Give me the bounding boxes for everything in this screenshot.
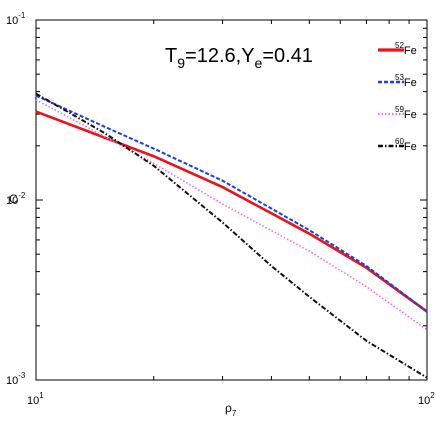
x-tick-label: 102 <box>418 391 435 407</box>
y-axis-label: C <box>9 192 18 206</box>
series-line-59Fe <box>35 99 428 331</box>
ticks-layer: 101 102 10-3 10-2 10-1 <box>6 11 435 407</box>
x-axis-label: ρ7 <box>225 401 237 418</box>
series-line-60Fe <box>35 92 428 379</box>
y-tick-label: 10-3 <box>6 371 26 387</box>
legend-label-52Fe: 52Fe <box>395 41 417 57</box>
legend-label-60Fe: 60Fe <box>395 137 417 153</box>
series-layer <box>35 92 428 379</box>
x-tick-label: 101 <box>27 391 44 407</box>
annotation: T9=12.6,Ye=0.41 <box>165 45 313 71</box>
series-line-52Fe <box>35 110 428 313</box>
legend-label-53Fe: 53Fe <box>395 73 417 89</box>
y-tick-label: 10-1 <box>6 11 26 27</box>
y-tick-label: 10-2 <box>6 191 26 207</box>
legend-label-59Fe: 59Fe <box>395 105 417 121</box>
series-line-53Fe <box>35 94 428 313</box>
legend: 52Fe 53Fe 59Fe 60Fe <box>378 41 417 153</box>
plot-area <box>35 19 428 381</box>
